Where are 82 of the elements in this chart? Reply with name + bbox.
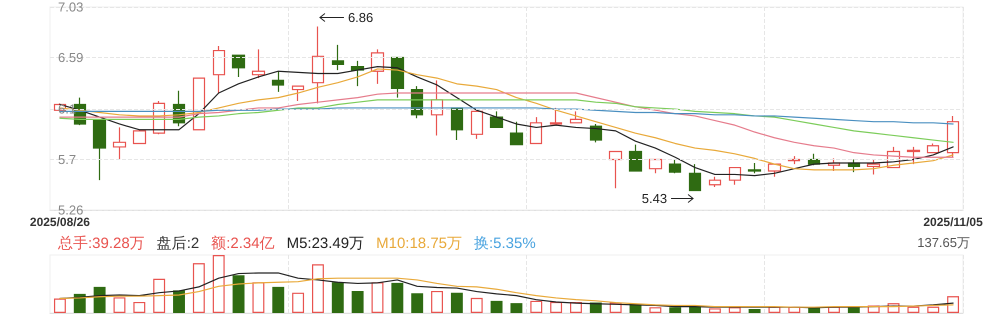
bar [312,264,324,313]
candlestick [112,126,126,160]
bar [550,302,562,313]
bar [927,306,940,313]
candlestick [648,158,662,174]
candlestick [628,144,642,172]
candlestick [92,120,106,181]
candlestick [212,45,226,94]
candlestick [906,146,920,165]
bar [292,292,304,313]
bar [252,282,264,313]
bar [212,255,225,313]
bar [748,308,761,313]
y-tick-label: 6.59 [58,50,84,65]
text: M10:18.75万 [376,235,462,252]
bar [192,263,205,313]
y-tick-label: 5.7 [58,152,76,168]
bar [669,307,682,313]
text: 盘后:2 [156,235,200,252]
bar [708,308,721,313]
candlestick [608,150,622,189]
bar [510,303,522,313]
text: 总手:39.28万 [57,235,145,252]
candlestick [332,44,344,71]
candlestick [590,123,602,143]
candlestick [570,110,582,124]
text: 换:5.35% [474,235,536,252]
candlestick [272,70,284,92]
candlestick [728,166,742,186]
candlestick [946,115,960,158]
candlestick [450,107,464,141]
text: 137.65万 [917,235,970,250]
candlestick [926,142,940,154]
bar [153,278,166,313]
bar [490,300,503,313]
bar [372,282,384,313]
bar [232,275,245,313]
candlestick [668,158,682,174]
bar [332,282,344,313]
bar [411,293,424,313]
candlestick [430,80,444,136]
candlestick [390,56,404,98]
bar [450,292,463,313]
text: M5:23.49万 [286,235,364,252]
bar [649,307,662,313]
text: 额:2.34亿 [211,235,275,252]
annotation: 5.43 [642,191,668,206]
bar [391,282,404,313]
candlestick [550,107,562,125]
bar [272,286,284,313]
bar [848,307,860,313]
candlestick [232,54,246,78]
y-tick-label: 7.03 [58,0,84,14]
bar [173,290,185,313]
candlestick [350,60,364,87]
annotation: 6.86 [348,10,374,25]
bar [530,300,542,313]
x-tick-label: 2025/11/05 [923,215,984,229]
bar [114,297,126,313]
y-tick-label: 5.26 [58,202,84,218]
bar [947,296,960,313]
bar [54,298,66,313]
candlestick [292,86,304,102]
candlestick [748,162,762,174]
line-series [59,99,954,143]
bar [94,286,106,313]
bar [907,306,920,313]
candlestick [132,129,146,144]
bar [352,290,364,313]
y-tick-label: 6.1 [58,102,76,117]
candlestick [688,164,702,192]
candlestick [490,110,504,128]
bar [133,302,146,313]
candlestick [708,176,722,188]
x-tick-label: 2025/08/26 [30,215,90,229]
bar [431,290,443,313]
candlestick [530,116,542,144]
candlestick [470,110,484,140]
candlestick [252,48,266,79]
bar [470,298,483,313]
candlestick [510,121,524,146]
candlestick [312,26,324,104]
